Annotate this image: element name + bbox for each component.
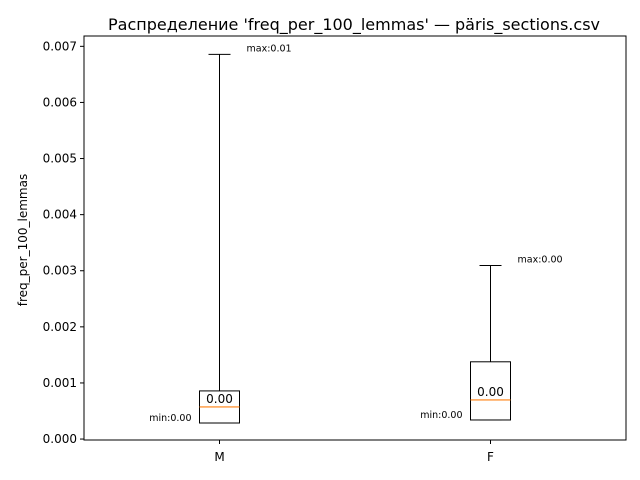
chart-title: Распределение 'freq_per_100_lemmas' — pä… [108, 15, 600, 35]
y-tick-label: 0.006 [43, 95, 77, 109]
max-annotation: max:0.00 [518, 254, 563, 265]
y-tick-label: 0.003 [43, 264, 77, 278]
median-value-label: 0.00 [477, 385, 504, 399]
y-tick-label: 0.002 [43, 320, 77, 334]
y-tick-label: 0.005 [43, 152, 77, 166]
median-value-label: 0.00 [206, 392, 233, 406]
axes-frame [83, 35, 627, 441]
max-annotation: max:0.01 [247, 43, 292, 54]
plot-area: 0.000 0.001 0.002 0.003 0.004 0.005 0.006 0.007… [43, 39, 563, 464]
y-tick-label: 0.000 [43, 432, 77, 446]
y-tick-label: 0.004 [43, 208, 77, 222]
min-annotation: min:0.00 [420, 410, 462, 421]
y-axis-label: freq_per_100_lemmas [16, 174, 30, 306]
box-iqr [470, 361, 511, 421]
min-annotation: min:0.00 [149, 413, 191, 424]
y-tick-label: 0.007 [43, 39, 77, 53]
x-tick-label: M [214, 450, 224, 464]
x-tick-label: F [487, 450, 494, 464]
y-tick-label: 0.001 [43, 376, 77, 390]
